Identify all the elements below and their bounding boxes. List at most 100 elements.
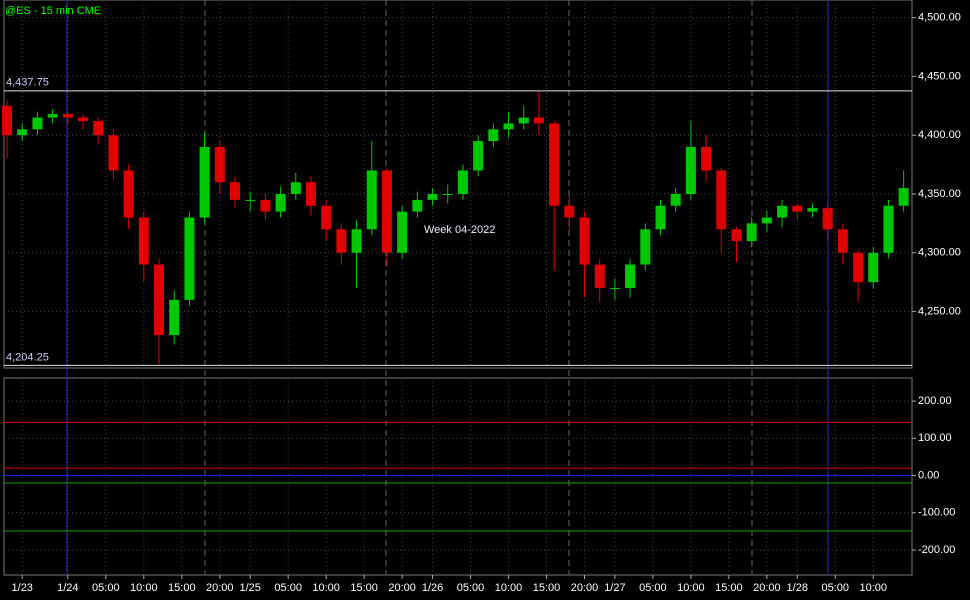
candle-body [792, 205, 803, 212]
candle-body [579, 217, 590, 265]
candle-body [290, 182, 301, 194]
x-tick-label: 05:00 [457, 582, 485, 594]
y-tick-label: 4,350.00 [918, 188, 961, 200]
x-tick-label: 05:00 [821, 582, 849, 594]
x-tick-label: 20:00 [753, 582, 781, 594]
y-tick-label: 4,250.00 [918, 305, 961, 317]
x-tick-label: 05:00 [274, 582, 302, 594]
candle-body [594, 264, 605, 289]
y-tick-label: 200.00 [918, 395, 952, 407]
x-tick-label: 05:00 [639, 582, 667, 594]
candle-body [898, 188, 909, 206]
candle-body [777, 205, 788, 218]
oscillator-panel-frame [3, 377, 913, 576]
candle-body [716, 170, 727, 230]
x-tick-label: 20:00 [388, 582, 416, 594]
y-tick-label: 100.00 [918, 432, 952, 444]
candle-body [381, 170, 392, 253]
x-tick-label: 15:00 [715, 582, 743, 594]
x-tick-label: 1/25 [239, 582, 260, 594]
candle-body [731, 229, 742, 242]
candle-body [17, 129, 28, 136]
y-tick-label: -200.00 [918, 544, 955, 556]
x-tick-label: 10:00 [859, 582, 887, 594]
candle-body [199, 146, 210, 218]
candle-body [549, 123, 560, 206]
x-tick-label: 1/26 [422, 582, 443, 594]
candle-body [32, 117, 43, 130]
candle-body [275, 193, 286, 212]
candle-body [518, 117, 529, 124]
candle-body [184, 217, 195, 300]
candle-body [625, 264, 636, 289]
candle-body [138, 217, 149, 265]
y-tick-label: 4,300.00 [918, 247, 961, 259]
candle-body [457, 170, 468, 194]
candle-body [442, 193, 453, 195]
candle-body [807, 208, 818, 212]
x-tick-label: 10:00 [312, 582, 340, 594]
candle-body [245, 199, 256, 201]
candle-body [351, 229, 362, 253]
candle-body [853, 252, 864, 283]
candle-body [260, 199, 271, 212]
y-tick-label: 4,500.00 [918, 12, 961, 24]
candle-body [761, 217, 772, 224]
x-tick-label: 10:00 [495, 582, 523, 594]
x-tick-label: 20:00 [571, 582, 599, 594]
candle-body [78, 117, 89, 122]
x-tick-label: 1/28 [787, 582, 808, 594]
candle-body [366, 170, 377, 230]
annotation: Week 04-2022 [424, 224, 495, 236]
x-tick-label: 15:00 [533, 582, 561, 594]
candle-body [670, 193, 681, 206]
candle-body [108, 135, 119, 171]
x-tick-label: 20:00 [206, 582, 234, 594]
candle-body [822, 208, 833, 230]
candle-body [685, 146, 696, 194]
x-tick-label: 15:00 [350, 582, 378, 594]
candle-body [746, 223, 757, 242]
price-level-label: 4,204.25 [6, 351, 49, 363]
candle-body [883, 205, 894, 253]
candle-body [609, 288, 620, 290]
x-tick-label: 1/23 [12, 582, 33, 594]
y-tick-label: 4,450.00 [918, 70, 961, 82]
candle-body [564, 205, 575, 218]
candle-body [533, 117, 544, 124]
candle-body [229, 182, 240, 200]
candle-body [321, 205, 332, 230]
price-panel-frame [3, 0, 913, 369]
price-level-label: 4,437.75 [6, 77, 49, 89]
candle-body [640, 229, 651, 265]
x-tick-label: 1/24 [57, 582, 78, 594]
x-tick-label: 15:00 [168, 582, 196, 594]
candle-body [62, 114, 73, 118]
candle-body [2, 105, 13, 136]
candle-body [214, 146, 225, 183]
candle-body [93, 121, 104, 136]
x-tick-label: 1/27 [604, 582, 625, 594]
chart-title: @ES - 15 min CME [5, 5, 101, 17]
candle-body [123, 170, 134, 218]
candle-body [503, 123, 514, 130]
candle-body [868, 252, 879, 283]
x-tick-label: 05:00 [92, 582, 120, 594]
candle-body [336, 229, 347, 253]
candle-body [154, 264, 165, 336]
x-tick-label: 10:00 [130, 582, 158, 594]
candle-body [169, 299, 180, 336]
candle-body [305, 182, 316, 206]
candle-body [655, 205, 666, 230]
candle-body [837, 229, 848, 253]
candle-body [47, 114, 58, 118]
candle-body [427, 193, 438, 200]
candle-body [397, 211, 408, 253]
y-tick-label: 0.00 [918, 469, 939, 481]
y-tick-label: -100.00 [918, 507, 955, 519]
candle-body [473, 141, 484, 171]
candle-body [488, 129, 499, 142]
y-tick-label: 4,400.00 [918, 129, 961, 141]
